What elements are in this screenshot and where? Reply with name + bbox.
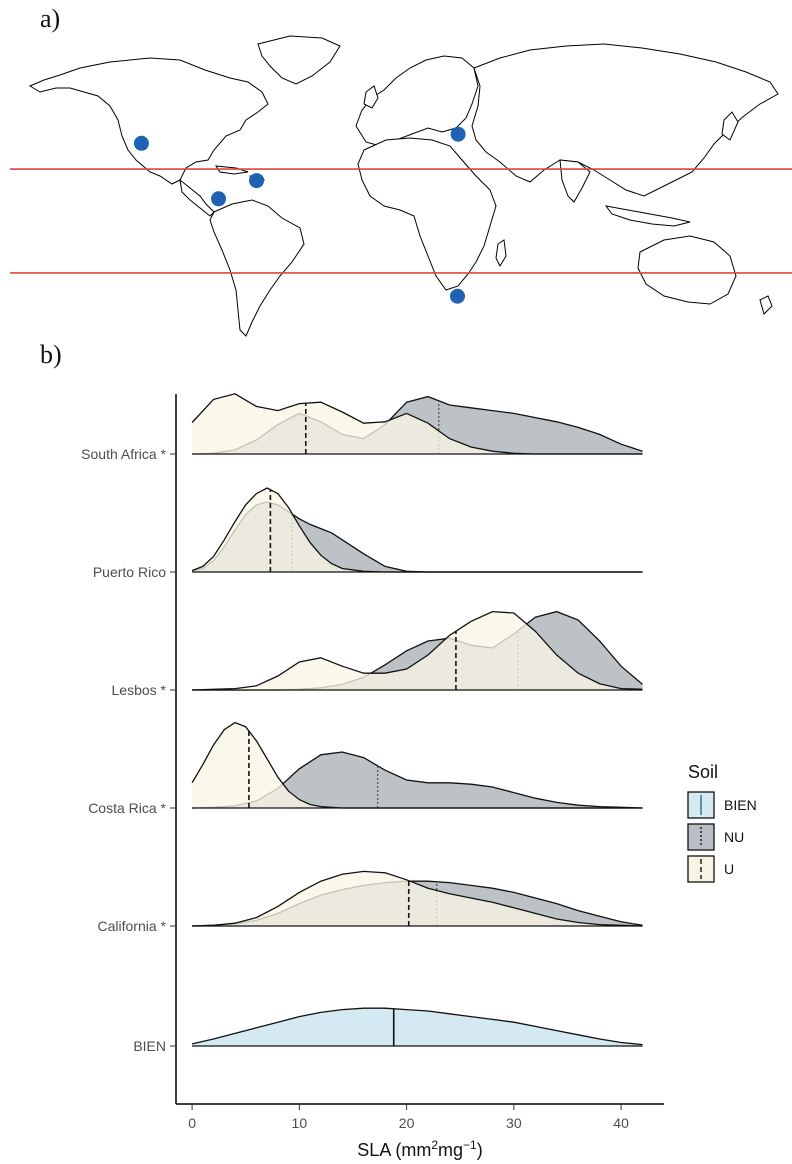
density-area-u xyxy=(192,393,643,454)
legend-label-u: U xyxy=(724,861,734,877)
density-outline-u xyxy=(192,610,643,691)
legend-item-u: U xyxy=(687,855,734,883)
site-points xyxy=(133,126,466,304)
indonesia-islands xyxy=(604,205,691,227)
x-tick-label: 0 xyxy=(188,1115,196,1131)
x-tick-label: 10 xyxy=(292,1115,308,1131)
ridge-row-costa-rica: Costa Rica * xyxy=(88,721,643,816)
cuba-island xyxy=(214,165,249,175)
central-america-land xyxy=(179,178,215,217)
madagascar-island xyxy=(495,239,507,268)
asia-land xyxy=(471,43,779,197)
ridge-row-puerto-rico: Puerto Rico xyxy=(93,487,643,580)
y-tick-label: Lesbos * xyxy=(112,682,167,698)
density-area-u xyxy=(192,722,643,808)
ridgeline-chart: 0 10 20 30 40 SLA (mm2mg−1) South Africa * Puer… xyxy=(81,393,757,1160)
y-tick-label: South Africa * xyxy=(81,446,166,462)
legend-item-bien: BIEN xyxy=(687,791,757,819)
site-point-costa-rica xyxy=(211,191,227,207)
europe-land xyxy=(355,55,479,147)
panel-b-label: b) xyxy=(40,340,62,369)
site-point-lesbos xyxy=(450,126,466,142)
y-tick-label: Costa Rica * xyxy=(88,800,166,816)
world-map xyxy=(10,35,792,337)
x-axis-title: SLA (mm2mg−1) xyxy=(357,1138,482,1160)
panel-a-label: a) xyxy=(40,4,61,33)
legend: Soil BIEN NU U xyxy=(687,762,757,883)
x-tick-label: 20 xyxy=(399,1115,415,1131)
india-land xyxy=(559,159,591,203)
density-area-u xyxy=(192,611,643,690)
y-tick-label: BIEN xyxy=(133,1038,166,1054)
legend-label-nu: NU xyxy=(724,829,744,845)
legend-title: Soil xyxy=(688,762,718,782)
north-america-land xyxy=(28,57,269,185)
africa-land xyxy=(357,137,497,291)
australia-land xyxy=(637,235,737,305)
britain-island xyxy=(363,85,379,109)
x-tick-label: 40 xyxy=(613,1115,629,1131)
density-outline-u xyxy=(192,870,643,927)
legend-label-bien: BIEN xyxy=(724,797,757,813)
legend-item-nu: NU xyxy=(687,823,744,851)
south-america-land xyxy=(209,199,305,337)
site-point-california xyxy=(133,135,149,151)
x-tick-label: 30 xyxy=(506,1115,522,1131)
y-tick-label: Puerto Rico xyxy=(93,564,166,580)
y-tick-label: California * xyxy=(98,918,167,934)
ridge-row-lesbos: Lesbos * xyxy=(112,610,643,698)
site-point-south-africa xyxy=(449,288,465,304)
ridge-row-bien: BIEN xyxy=(133,1007,643,1054)
ridge-row-south-africa: South Africa * xyxy=(81,393,643,462)
tropic-lines xyxy=(10,168,792,274)
greenland-land xyxy=(257,35,341,85)
density-outline-bien xyxy=(191,1007,643,1046)
japan-island xyxy=(721,111,739,141)
land-masses xyxy=(28,35,779,337)
density-area-u xyxy=(192,488,643,572)
new-zealand-island xyxy=(759,295,773,315)
ridge-row-california: California * xyxy=(98,870,643,934)
density-area-bien xyxy=(192,1008,643,1046)
site-point-puerto-rico xyxy=(249,173,265,189)
